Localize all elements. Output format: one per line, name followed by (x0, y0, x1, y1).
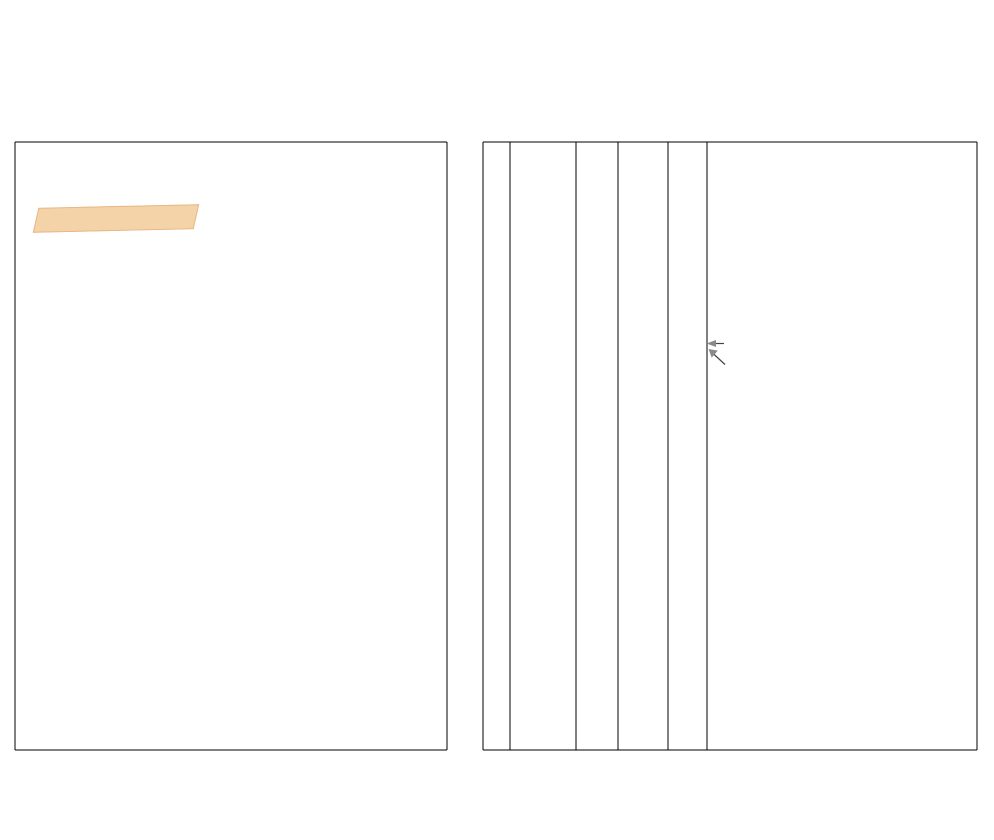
ectp11-arrowhead-icon (708, 349, 718, 358)
stability-test-arrows (706, 340, 726, 365)
ectp4-arrowhead-icon (706, 340, 716, 347)
chart-frame (14, 141, 978, 751)
